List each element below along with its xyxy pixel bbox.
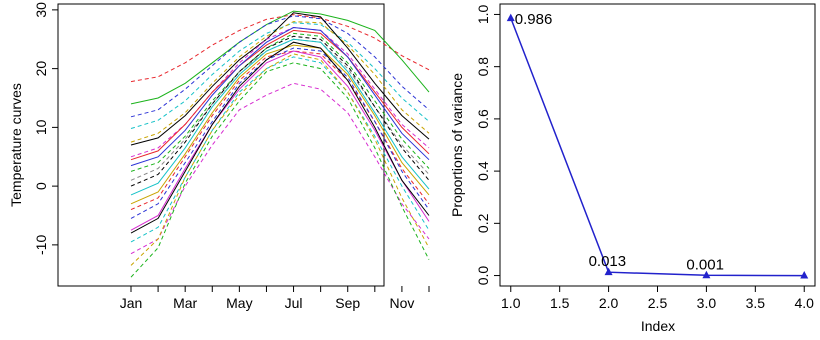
- right-y-tick-label-1: 0.2: [475, 213, 491, 233]
- variance-point-4: [800, 271, 809, 279]
- temperature-curve-2: [130, 10, 430, 105]
- right-y-tick-label-2: 0.4: [475, 161, 491, 181]
- temperature-curve-13: [130, 38, 430, 196]
- left-x-tick-label-mar: Mar: [173, 295, 197, 311]
- variance-line: [510, 17, 805, 277]
- left-y-tick-label-20: 20: [33, 61, 49, 77]
- variance-series-group: 0.986 0.013 0.001: [506, 11, 809, 279]
- left-y-tick-label-10: 10: [33, 119, 49, 135]
- left-x-tick-label-jan: Jan: [120, 295, 143, 311]
- right-x-tick-label-2: 2.0: [599, 295, 619, 311]
- variance-point-label-3: 0.001: [686, 256, 724, 273]
- right-x-tick-label-5: 3.5: [746, 295, 766, 311]
- temperature-curves-group: [130, 10, 430, 278]
- left-y-axis-label: Temperature curves: [8, 83, 24, 207]
- left-y-tick-label--10: -10: [33, 235, 49, 255]
- variance-panel: 0.986 0.013 0.001 1.0 1.5 2.0 2.5 3.0 3.5 4.0 0.…: [449, 3, 816, 334]
- left-y-axis: -10 0 10 20 30: [33, 2, 58, 255]
- temperature-panel: Jan Mar May Jul Sep Nov -10 0 10 20 30 Temperatur…: [8, 2, 430, 311]
- right-x-tick-label-1: 1.5: [550, 295, 570, 311]
- right-x-axis-label: Index: [641, 318, 675, 334]
- right-x-tick-label-6: 4.0: [795, 295, 815, 311]
- temperature-curve-1: [130, 14, 430, 83]
- temperature-curve-10: [130, 32, 430, 172]
- temperature-curve-18: [130, 41, 430, 234]
- left-y-tick-label-30: 30: [33, 2, 49, 18]
- left-x-tick-label-jul: Jul: [285, 295, 303, 311]
- temperature-curve-4: [130, 22, 430, 129]
- temperature-curve-16: [130, 47, 430, 219]
- left-y-tick-label-0: 0: [33, 182, 49, 190]
- right-y-axis: 0.0 0.2 0.4 0.6 0.8 1.0: [475, 5, 500, 286]
- right-y-tick-label-0: 0.0: [475, 266, 491, 286]
- left-x-tick-label-nov: Nov: [389, 295, 414, 311]
- temperature-curve-17: [130, 50, 430, 231]
- temperature-curve-5: [130, 21, 430, 143]
- right-x-tick-label-4: 3.0: [697, 295, 717, 311]
- temperature-curve-12: [130, 35, 430, 187]
- variance-point-1: [506, 13, 515, 22]
- variance-point-label-2: 0.013: [589, 253, 627, 270]
- right-plot-frame: [499, 3, 816, 287]
- left-x-tick-label-sep: Sep: [335, 295, 360, 311]
- right-y-tick-label-3: 0.6: [475, 109, 491, 129]
- temperature-curve-6: [130, 12, 430, 146]
- left-x-tick-label-may: May: [226, 295, 252, 311]
- temperature-curve-3: [130, 15, 430, 118]
- variance-point-3: [702, 270, 711, 279]
- temperature-curve-9: [130, 26, 430, 167]
- right-x-axis: 1.0 1.5 2.0 2.5 3.0 3.5 4.0: [501, 286, 814, 311]
- temperature-curve-22: [130, 53, 430, 266]
- variance-point-label-1: 0.986: [515, 11, 553, 28]
- temperature-curve-21: [130, 62, 430, 278]
- left-x-axis: Jan Mar May Jul Sep Nov: [120, 286, 430, 311]
- variance-point-2: [604, 267, 613, 276]
- temperature-curve-20: [130, 82, 430, 255]
- right-y-tick-label-4: 0.8: [475, 57, 491, 77]
- right-y-tick-label-5: 1.0: [475, 5, 491, 25]
- temperature-curve-19: [130, 56, 430, 243]
- temperature-curve-14: [130, 44, 430, 205]
- right-y-axis-label: Proportions of variance: [449, 73, 465, 217]
- temperature-curve-8: [130, 29, 430, 161]
- right-x-tick-label-0: 1.0: [501, 295, 521, 311]
- right-x-tick-label-3: 2.5: [648, 295, 668, 311]
